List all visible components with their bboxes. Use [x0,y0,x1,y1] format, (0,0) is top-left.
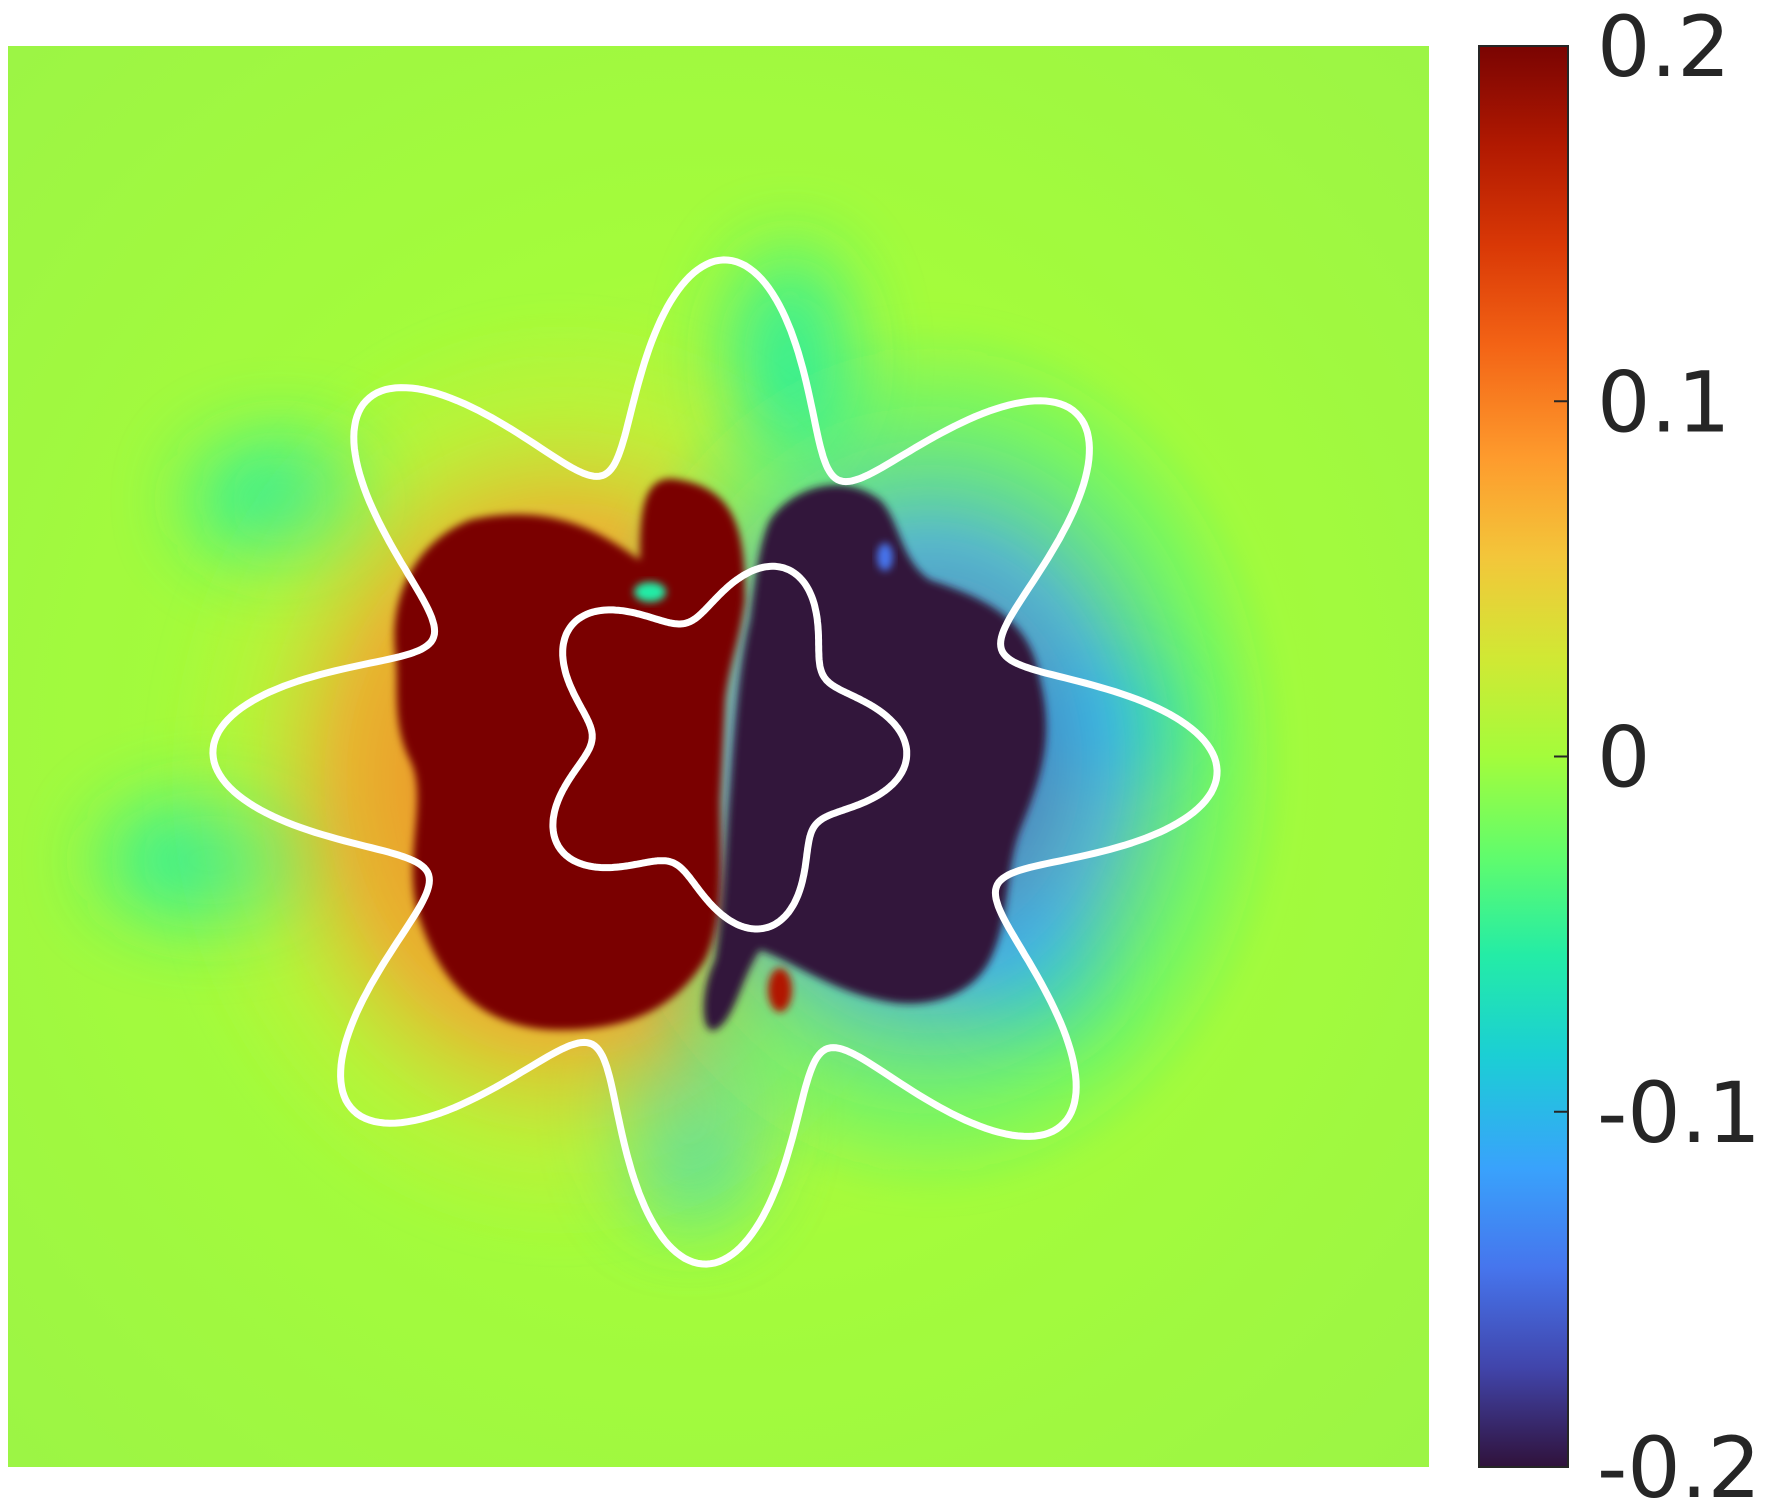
colorbar-tick-label: -0.1 [1597,1064,1761,1162]
positive-lobe [394,478,745,1031]
heatmap-field [8,46,1429,1467]
colorbar-tick-label: 0 [1597,709,1650,807]
colorbar-gradient [1478,45,1569,1468]
colorbar-ticks: 0.2 0.1 0 -0.1 -0.2 [1554,0,1761,1507]
colorbar-tick-label: 0.1 [1597,353,1731,451]
small-positive-spot [768,968,792,1012]
small-negative-spot [877,543,893,571]
outer-boundary-contour [209,256,1221,1268]
colorbar: 0.2 0.1 0 -0.1 -0.2 [1478,0,1761,1507]
inner-boundary-contour [549,562,911,933]
colorbar-tick-label: -0.2 [1597,1419,1761,1507]
small-cyan-spot [634,582,666,602]
negative-lobe [703,485,1047,1031]
colorbar-tick-label: 0.2 [1597,0,1731,96]
